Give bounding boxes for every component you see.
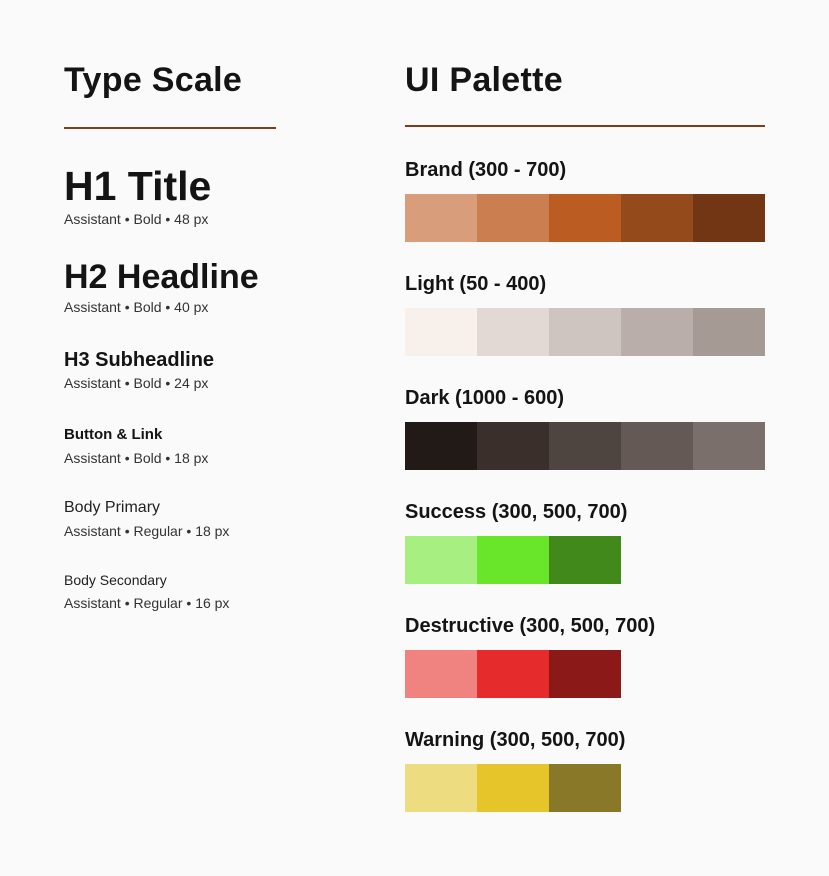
color-swatch: [549, 536, 621, 584]
palette-group: Warning (300, 500, 700): [405, 727, 625, 812]
color-swatch: [405, 422, 477, 470]
ui-palette-title: UI Palette: [405, 61, 563, 99]
type-meta: Assistant • Bold • 18 px: [64, 450, 209, 466]
swatch-row: [405, 536, 627, 584]
type-sample: Body Secondary: [64, 572, 167, 588]
type-meta: Assistant • Regular • 16 px: [64, 595, 230, 611]
color-swatch: [621, 194, 693, 242]
type-item-body-primary: Body Primary Assistant • Regular • 18 px: [64, 497, 229, 540]
color-swatch: [477, 422, 549, 470]
type-sample: Button & Link: [64, 426, 163, 443]
color-swatch: [477, 536, 549, 584]
palette-label: Dark (1000 - 600): [405, 387, 564, 409]
palette-label: Light (50 - 400): [405, 273, 547, 295]
color-swatch: [549, 194, 621, 242]
color-swatch: [693, 194, 765, 242]
color-swatch: [405, 764, 477, 812]
color-swatch: [405, 194, 477, 242]
type-item-h2: H2 Headline Assistant • Bold • 40 px: [64, 256, 259, 316]
ui-palette-divider: [405, 125, 765, 127]
palette-group: Brand (300 - 700): [405, 157, 765, 242]
type-sample: H1 Title: [64, 163, 212, 209]
palette-label: Destructive (300, 500, 700): [405, 615, 656, 637]
type-item-h1: H1 Title Assistant • Bold • 48 px: [64, 162, 211, 228]
color-swatch: [405, 536, 477, 584]
swatch-row: [405, 308, 765, 356]
swatch-row: [405, 650, 655, 698]
type-meta: Assistant • Bold • 24 px: [64, 375, 209, 391]
type-meta: Assistant • Regular • 18 px: [64, 523, 230, 539]
palette-group: Destructive (300, 500, 700): [405, 613, 655, 698]
color-swatch: [549, 650, 621, 698]
type-meta: Assistant • Bold • 40 px: [64, 299, 209, 315]
type-sample: H2 Headline: [64, 258, 259, 296]
palette-label: Success (300, 500, 700): [405, 501, 628, 523]
palette-label: Warning (300, 500, 700): [405, 729, 626, 751]
color-swatch: [693, 422, 765, 470]
color-swatch: [477, 650, 549, 698]
color-swatch: [549, 308, 621, 356]
type-item-body-secondary: Body Secondary Assistant • Regular • 16 …: [64, 570, 229, 612]
palette-group: Dark (1000 - 600): [405, 385, 765, 470]
color-swatch: [405, 308, 477, 356]
palette-group: Light (50 - 400): [405, 271, 765, 356]
ui-palette-section: UI Palette Brand (300 - 700) Light (50 - …: [405, 58, 785, 812]
color-swatch: [477, 308, 549, 356]
color-swatch: [477, 194, 549, 242]
palette-label: Brand (300 - 700): [405, 159, 567, 181]
type-sample: Body Primary: [64, 499, 161, 516]
color-swatch: [693, 308, 765, 356]
color-swatch: [549, 764, 621, 812]
swatch-row: [405, 422, 765, 470]
type-scale-divider: [64, 127, 276, 129]
color-swatch: [621, 422, 693, 470]
type-scale-section: Type Scale H1 Title Assistant • Bold • 4…: [64, 58, 304, 611]
swatch-row: [405, 194, 765, 242]
palette-group: Success (300, 500, 700): [405, 499, 627, 584]
color-swatch: [477, 764, 549, 812]
type-scale-title: Type Scale: [64, 61, 243, 99]
swatch-row: [405, 764, 625, 812]
type-sample: H3 Subheadline: [64, 349, 215, 371]
color-swatch: [405, 650, 477, 698]
type-item-h3: H3 Subheadline Assistant • Bold • 24 px: [64, 346, 214, 392]
color-swatch: [621, 308, 693, 356]
color-swatch: [549, 422, 621, 470]
type-item-button-link: Button & Link Assistant • Bold • 18 px: [64, 424, 208, 467]
type-meta: Assistant • Bold • 48 px: [64, 211, 209, 227]
